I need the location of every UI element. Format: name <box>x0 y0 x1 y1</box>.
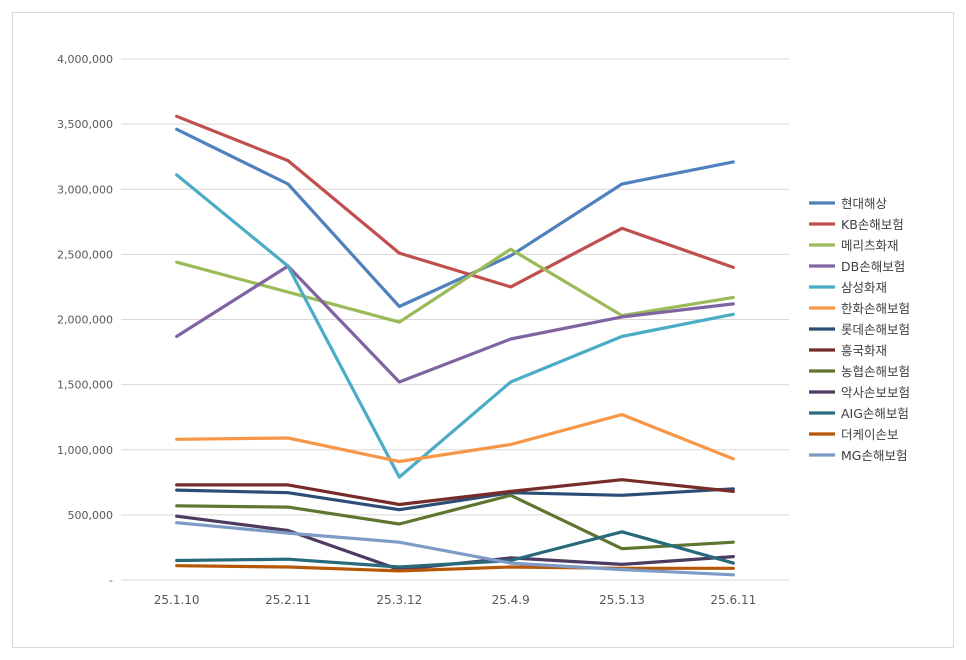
legend-item: 더케이손보 <box>809 427 899 442</box>
legend-label: MG손해보험 <box>841 448 907 463</box>
x-tick-label: 25.5.13 <box>599 593 645 607</box>
legend-label: KB손해보험 <box>841 217 904 232</box>
series-line-11 <box>175 564 735 573</box>
y-tick-label: 1,000,000 <box>57 444 113 457</box>
legend-item: 농협손해보험 <box>809 364 910 379</box>
series-line-1 <box>175 114 735 289</box>
series-line-0 <box>175 127 735 309</box>
legend-item: DB손해보험 <box>809 259 905 274</box>
legend-label: 현대해상 <box>841 196 888 211</box>
legend-label: 메리츠화재 <box>841 238 899 253</box>
x-tick-label: 25.3.12 <box>376 593 422 607</box>
y-tick-label: 500,000 <box>68 509 114 522</box>
legend-item: 악사손보보험 <box>809 385 910 400</box>
series-line-2 <box>175 247 735 324</box>
line-chart: - 500,000 1,000,000 1,500,000 2,000,000 2,500… <box>57 53 910 607</box>
x-axis: 25.1.10 25.2.11 25.3.12 25.4.9 25.5.13 25.6.1… <box>154 593 756 607</box>
series-line-4 <box>175 173 735 479</box>
legend-item: 현대해상 <box>809 196 888 211</box>
y-tick-label: 3,000,000 <box>57 183 113 196</box>
y-axis: - 500,000 1,000,000 1,500,000 2,000,000 2,500… <box>57 53 113 587</box>
legend-item: MG손해보험 <box>809 448 907 463</box>
y-tick-label: 2,500,000 <box>57 248 113 261</box>
legend-item: 롯데손해보험 <box>809 322 910 337</box>
y-tick-label: 3,500,000 <box>57 118 113 131</box>
legend-label: 흥국화재 <box>841 343 887 358</box>
gridlines <box>121 58 789 581</box>
legend-item: 메리츠화재 <box>809 238 899 253</box>
legend-label: 삼성화재 <box>841 280 887 295</box>
legend-label: 롯데손해보험 <box>841 322 910 337</box>
y-tick-label: 4,000,000 <box>57 53 113 66</box>
x-tick-label: 25.2.11 <box>265 593 311 607</box>
series-line-8 <box>175 493 735 551</box>
series-lines <box>175 114 735 577</box>
legend-label: DB손해보험 <box>841 259 905 274</box>
series-line-6 <box>175 487 735 512</box>
y-tick-label: 2,000,000 <box>57 314 113 327</box>
x-tick-label: 25.4.9 <box>492 593 530 607</box>
chart-frame: - 500,000 1,000,000 1,500,000 2,000,000 2,500… <box>12 12 954 648</box>
legend-item: AIG손해보험 <box>809 406 909 421</box>
legend-label: AIG손해보험 <box>841 406 909 421</box>
legend-label: 더케이손보 <box>841 427 899 442</box>
legend-label: 농협손해보험 <box>841 364 910 379</box>
legend-item: 흥국화재 <box>809 343 887 358</box>
x-tick-label: 25.1.10 <box>154 593 200 607</box>
y-tick-label: - <box>109 574 113 587</box>
series-line-9 <box>175 514 735 572</box>
legend-item: 한화손해보험 <box>809 301 910 316</box>
series-line-3 <box>175 264 735 384</box>
series-line-10 <box>175 530 735 569</box>
x-tick-label: 25.6.11 <box>710 593 756 607</box>
legend-label: 악사손보보험 <box>841 385 910 400</box>
legend-label: 한화손해보험 <box>841 301 910 316</box>
y-tick-label: 1,500,000 <box>57 379 113 392</box>
series-line-7 <box>175 478 735 507</box>
series-line-5 <box>175 413 735 464</box>
legend-item: KB손해보험 <box>809 217 904 232</box>
legend-item: 삼성화재 <box>809 280 887 295</box>
series-line-12 <box>175 521 735 577</box>
